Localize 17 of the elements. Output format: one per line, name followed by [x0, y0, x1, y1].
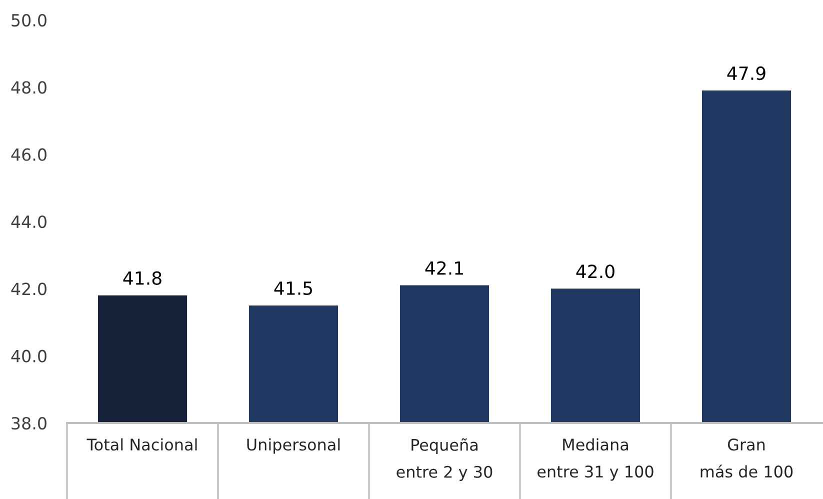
- data-label: 41.8: [123, 271, 162, 285]
- y-tick-label: 42.0: [11, 282, 46, 296]
- data-label: 47.9: [727, 66, 766, 80]
- x-tick-label: Total Nacional: [86, 438, 197, 451]
- y-tick-label: 38.0: [12, 416, 46, 430]
- y-tick-label: 48.0: [11, 81, 46, 94]
- data-label: 42.1: [425, 261, 463, 275]
- data-label: 41.5: [274, 282, 312, 296]
- data-label: 42.0: [576, 264, 614, 278]
- y-tick-label: 40.0: [11, 350, 46, 362]
- y-tick-label: 50.0: [12, 14, 46, 27]
- y-tick-label: 46.0: [11, 148, 46, 161]
- x-tick-label: Pequeña entre 2 y 30: [396, 438, 492, 481]
- x-tick-label: Gran más de 100: [700, 438, 793, 478]
- x-tick-label: Mediana entre 31 y 100: [538, 438, 654, 481]
- x-tick-label: Unipersonal: [247, 438, 340, 454]
- y-tick-label: 44.0: [11, 215, 46, 228]
